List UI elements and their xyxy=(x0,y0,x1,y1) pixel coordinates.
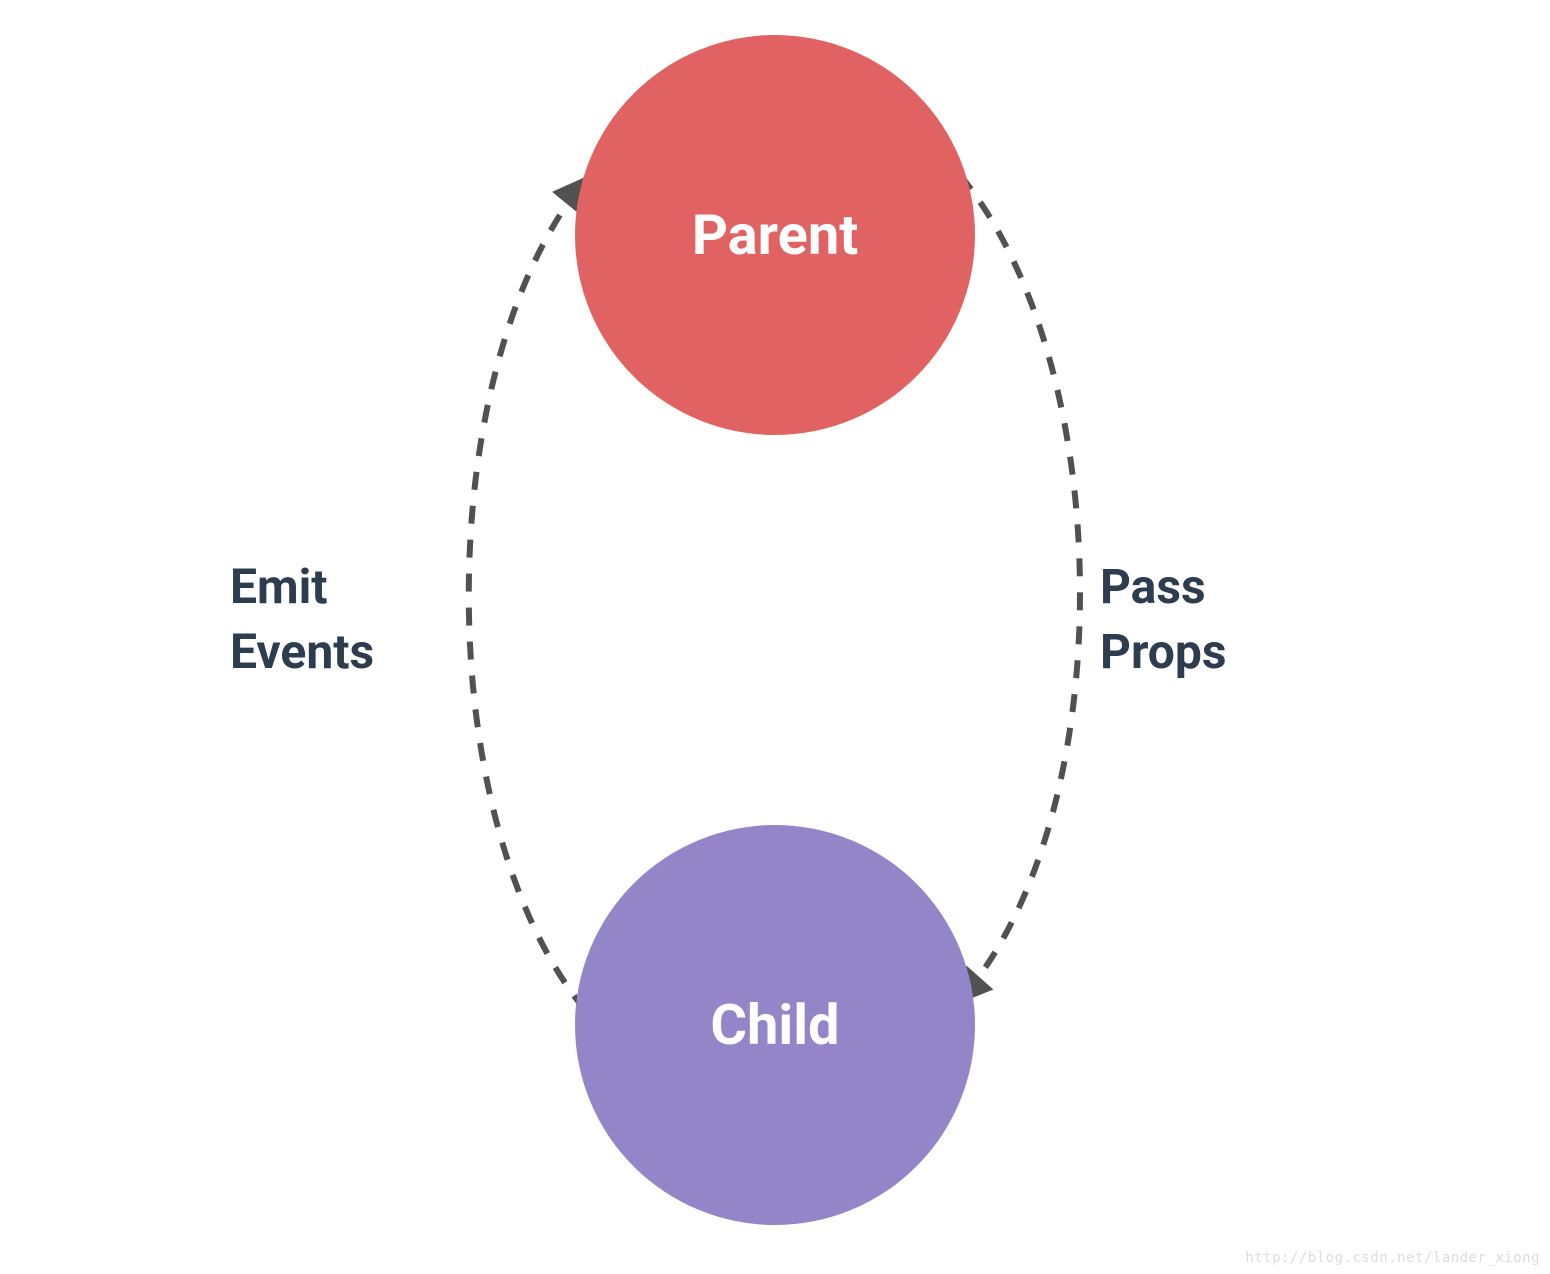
label-pass-props: Pass Props xyxy=(1100,555,1227,685)
diagram-container: Parent Child Emit Events Pass Props http… xyxy=(0,0,1550,1274)
node-child: Child xyxy=(575,825,975,1225)
watermark: http://blog.csdn.net/lander_xiong xyxy=(1245,1250,1540,1266)
edge-pass-props xyxy=(960,175,1080,1000)
edge-emit-events xyxy=(469,180,585,1010)
node-parent: Parent xyxy=(575,35,975,435)
label-emit-events-line2: Events xyxy=(230,620,374,685)
label-emit-events-line1: Emit xyxy=(230,555,374,620)
node-parent-label: Parent xyxy=(692,202,858,268)
node-child-label: Child xyxy=(710,992,839,1058)
label-pass-props-line2: Props xyxy=(1100,620,1227,685)
label-pass-props-line1: Pass xyxy=(1100,555,1227,620)
label-emit-events: Emit Events xyxy=(230,555,374,685)
